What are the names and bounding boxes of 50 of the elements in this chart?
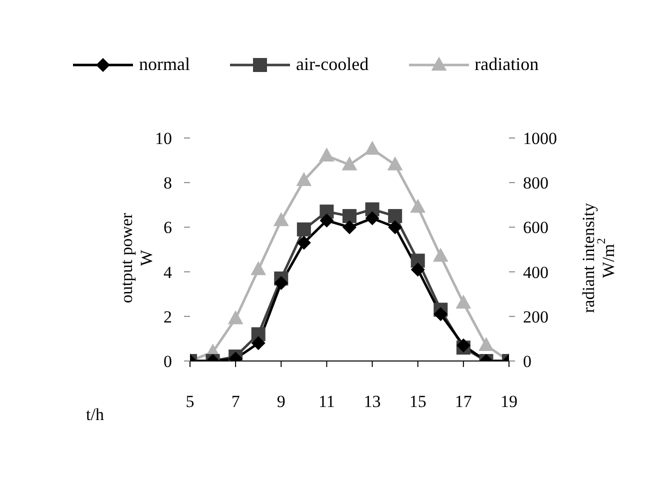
point xyxy=(434,307,448,322)
legend-label: air-cooled xyxy=(296,54,369,75)
point xyxy=(387,156,403,170)
x-tick-label: 11 xyxy=(318,392,335,412)
y-tick-label: 0 xyxy=(164,352,172,372)
x-tick-label: 17 xyxy=(454,392,472,412)
point xyxy=(296,172,312,186)
x-axis-title: t/h xyxy=(86,405,104,424)
x-tick-label: 9 xyxy=(276,392,286,412)
point xyxy=(319,147,334,162)
point xyxy=(410,198,426,213)
y-axis-title: output power W xyxy=(116,212,156,304)
x-tick-label: 7 xyxy=(231,392,240,412)
y2-tick-label: 1000 xyxy=(523,129,557,148)
point xyxy=(251,336,266,350)
y2-tick-label: 800 xyxy=(523,174,548,193)
x-tick-label: 5 xyxy=(186,392,194,412)
y2-tick-label: 0 xyxy=(523,352,532,372)
point xyxy=(388,209,402,224)
point xyxy=(296,222,311,236)
y-tick-label: 4 xyxy=(164,262,172,282)
y-tick-label: 2 xyxy=(164,307,172,326)
point xyxy=(250,261,266,276)
x-tick-label: 15 xyxy=(409,392,426,412)
legend-label: normal xyxy=(139,54,190,75)
point xyxy=(273,212,289,226)
point xyxy=(296,236,311,250)
y-tick-label: 10 xyxy=(155,129,172,148)
point xyxy=(274,276,288,290)
point xyxy=(320,214,334,228)
legend-label: radiation xyxy=(474,54,539,75)
point xyxy=(342,209,356,224)
point xyxy=(342,156,358,170)
point xyxy=(228,310,244,324)
point xyxy=(432,248,448,262)
point xyxy=(365,211,380,226)
y-tick-label: 8 xyxy=(164,174,172,193)
x-tick-label: 13 xyxy=(364,392,381,412)
y-tick-label: 6 xyxy=(164,218,172,238)
point xyxy=(410,262,425,277)
y2-tick-label: 400 xyxy=(523,262,548,282)
point xyxy=(456,338,470,352)
y2-tick-label: 600 xyxy=(523,218,548,238)
y2-tick-label: 200 xyxy=(523,307,548,326)
x-tick-label: 19 xyxy=(500,392,518,412)
point xyxy=(364,140,380,155)
point xyxy=(342,220,356,234)
point xyxy=(456,294,472,309)
point xyxy=(478,336,494,351)
point xyxy=(388,220,402,234)
